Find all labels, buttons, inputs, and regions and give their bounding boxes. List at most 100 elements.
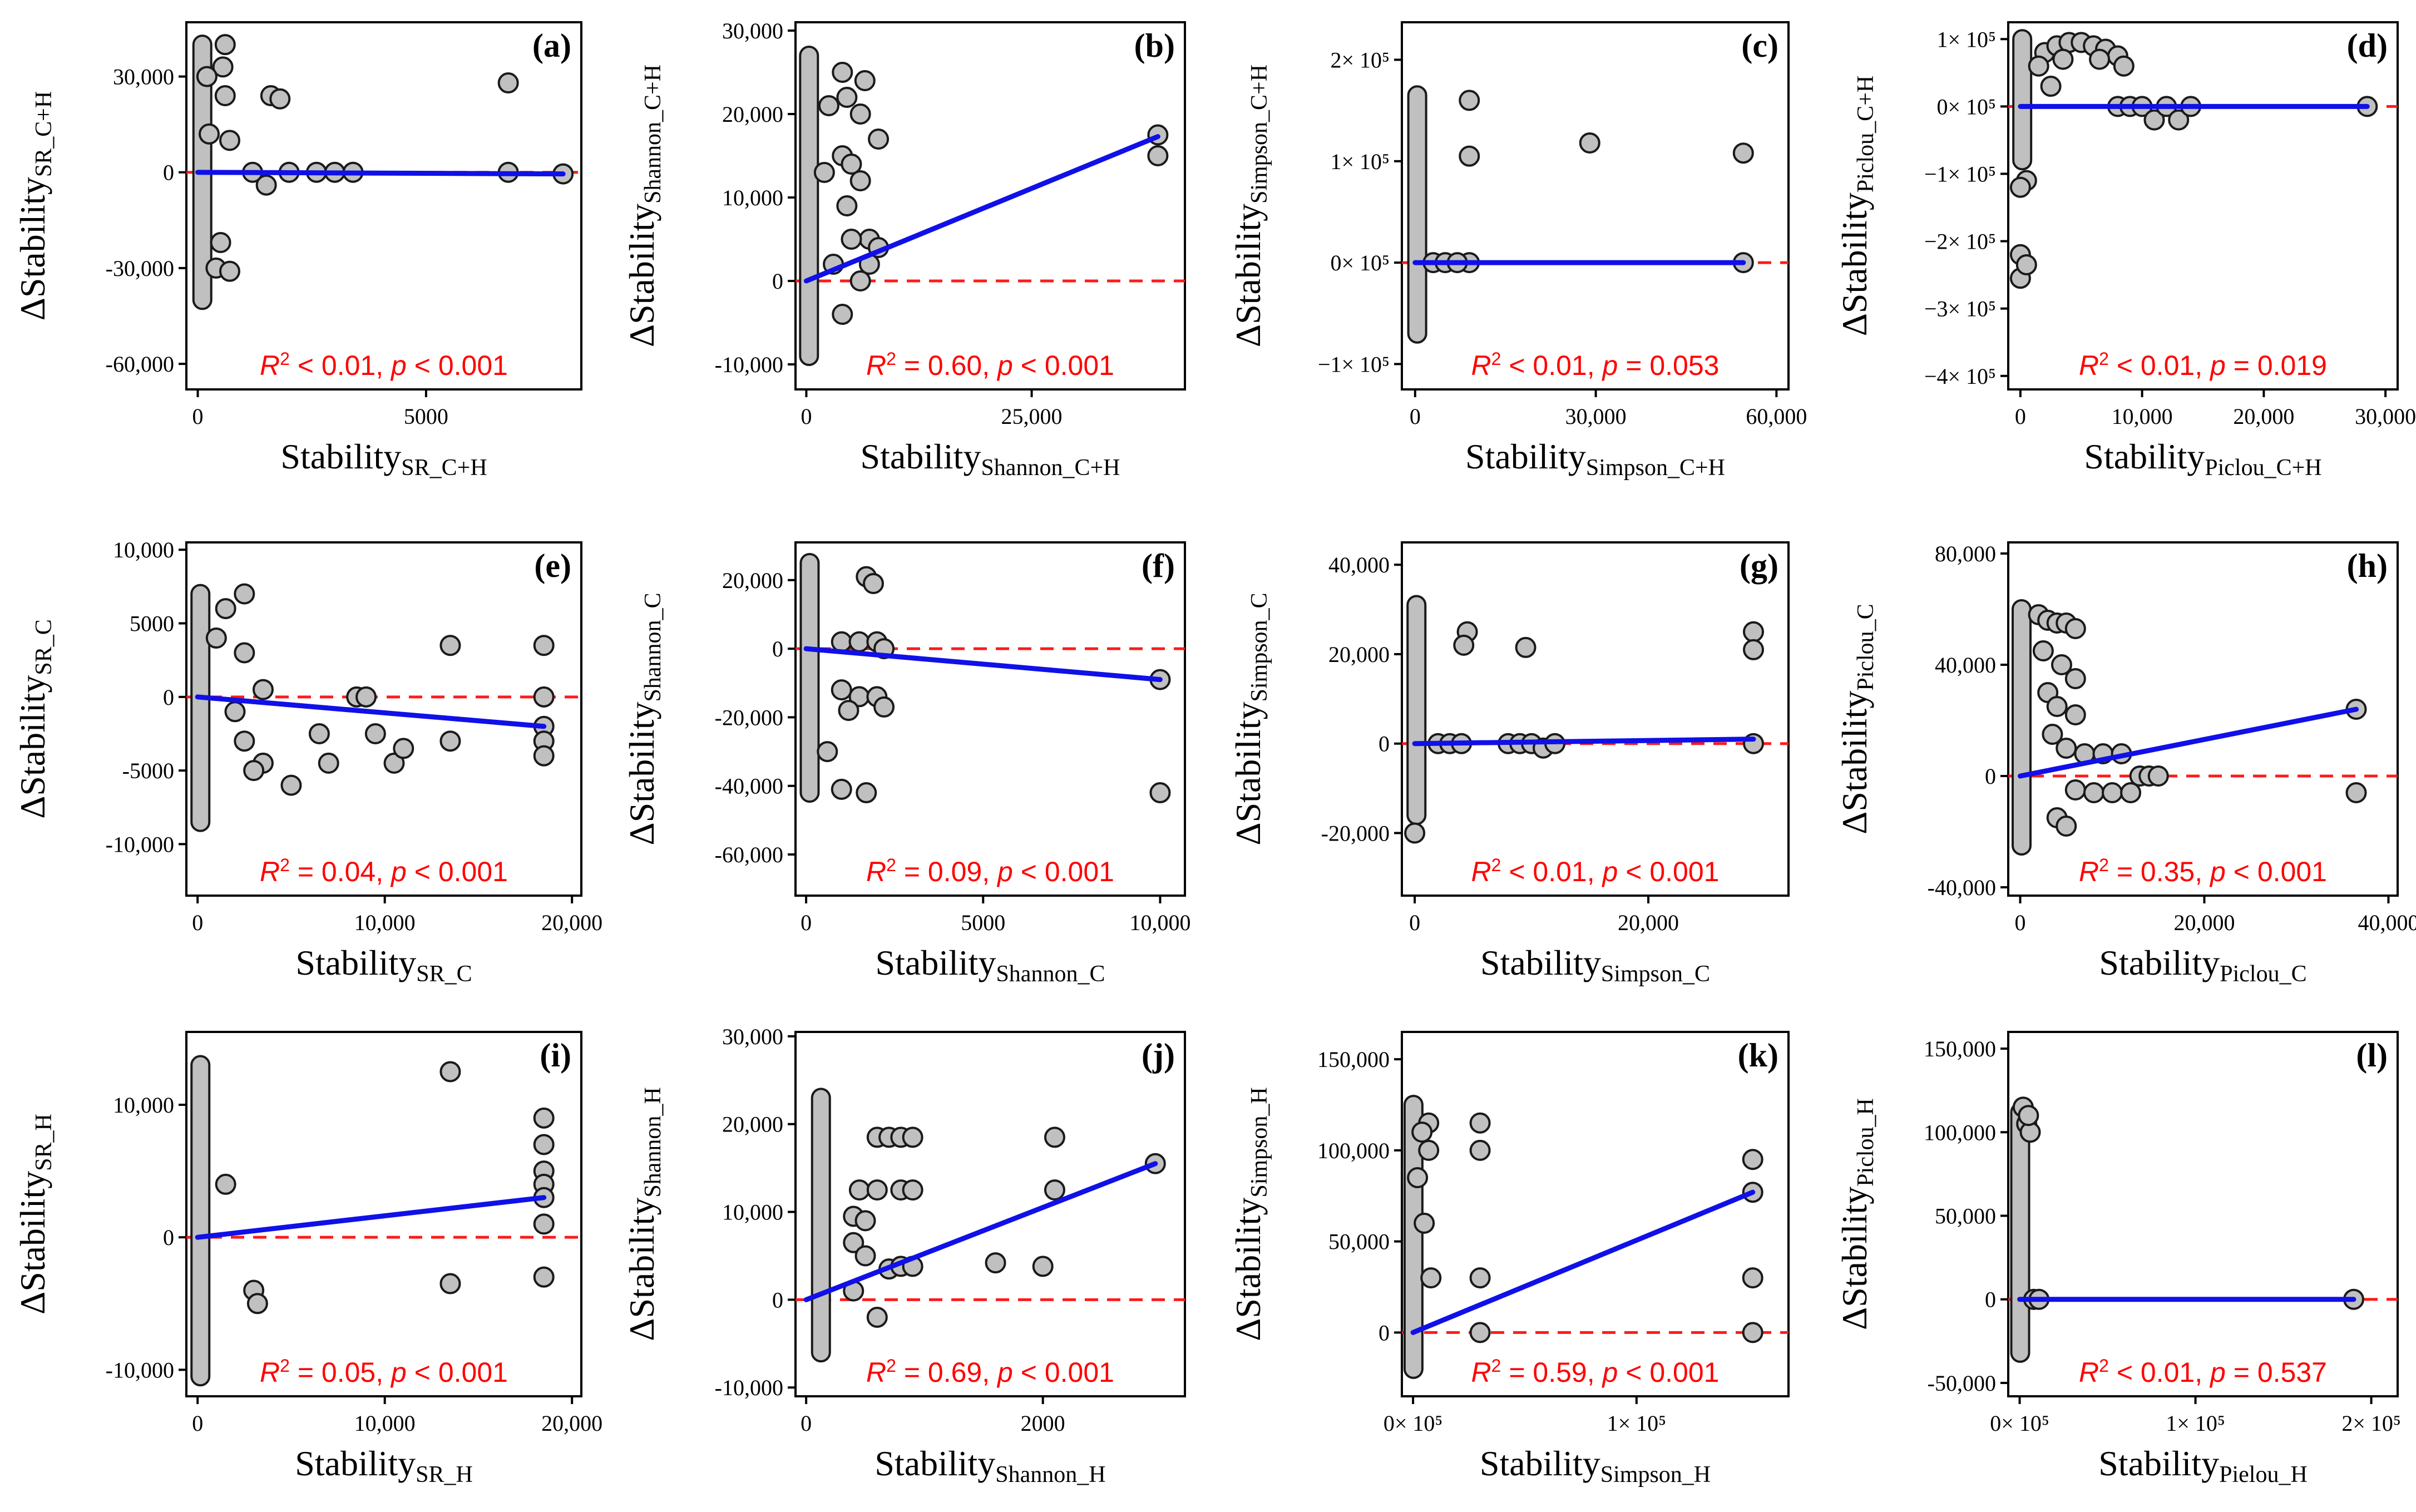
data-point <box>234 642 255 664</box>
x-axis-label: StabilityShannon_C+H <box>861 437 1120 481</box>
data-point <box>1453 634 1475 656</box>
r-symbol: R <box>1471 856 1491 887</box>
y-tick-label: 100,000 <box>1924 1120 1996 1145</box>
data-point <box>849 170 871 191</box>
r-squared-exponent: 2 <box>1491 1356 1501 1376</box>
r-symbol: R <box>260 350 280 381</box>
data-point <box>1411 1121 1433 1143</box>
data-point <box>2042 724 2063 745</box>
y-tick-label: 50,000 <box>1935 1204 1996 1229</box>
y-tick-label: 0 <box>772 1287 783 1312</box>
y-axis-label: ΔStabilitySimpson_H <box>1228 1087 1272 1341</box>
data-point <box>848 1179 870 1201</box>
y-tick-label: 10,000 <box>113 1093 174 1118</box>
p-value: < 0.001 <box>2226 856 2327 887</box>
data-point <box>383 752 405 774</box>
data-point <box>2101 782 2123 803</box>
data-point <box>2056 738 2077 759</box>
data-point <box>2168 109 2190 131</box>
r-squared-exponent: 2 <box>280 1356 290 1376</box>
r-symbol: R <box>1471 1357 1491 1388</box>
panel-k: 0× 10⁵ 1× 10⁵ 150,000 100,000 50,000 0 (k) R2 =… <box>1228 1031 1790 1488</box>
y-axis-label-main: ΔStability <box>622 204 661 347</box>
y-axis-label-main: ΔStability <box>13 1171 52 1315</box>
x-tick-label: 20,000 <box>2233 404 2294 429</box>
x-tick-label: 5000 <box>961 910 1005 935</box>
data-point <box>813 162 835 183</box>
r-symbol: R <box>260 1357 280 1388</box>
data-point <box>533 1107 555 1129</box>
point-cluster <box>1403 1095 1424 1379</box>
x-axis-label-main: Stability <box>874 1444 995 1483</box>
r-squared-value: < 0.01, <box>2109 1357 2210 1388</box>
data-point <box>1044 1179 1065 1201</box>
y-tick-label: 1× 10⁵ <box>1330 149 1390 174</box>
y-tick-label: 10,000 <box>113 537 174 562</box>
x-axis-label-main: Stability <box>1480 1444 1600 1483</box>
y-tick-label: 5000 <box>130 611 174 636</box>
y-axis-label-sub: Piclou_C <box>1853 604 1879 690</box>
y-tick-label: 20,000 <box>722 1112 783 1137</box>
data-point <box>1579 132 1600 154</box>
x-tick-label: 1× 10⁵ <box>1607 1411 1667 1436</box>
r-squared-exponent: 2 <box>886 855 896 875</box>
x-axis-label: StabilitySR_C+H <box>280 437 487 481</box>
x-tick-label: 5000 <box>404 404 448 429</box>
point-cluster <box>2012 29 2033 171</box>
x-axis-label-sub: Simpson_C+H <box>1586 455 1725 481</box>
x-axis-label-sub: Simpson_C <box>1601 961 1710 987</box>
stats-annotation: R2 = 0.35, p < 0.001 <box>2079 855 2327 887</box>
y-axis-label: ΔStabilitySimpson_C+H <box>1228 65 1272 347</box>
panel-label: (b) <box>1134 27 1175 64</box>
point-cluster <box>799 46 819 366</box>
x-axis-label-main: Stability <box>280 437 401 476</box>
x-axis-label: StabilityShannon_C <box>876 943 1105 987</box>
r-squared-exponent: 2 <box>2099 349 2109 369</box>
p-value: < 0.001 <box>1618 856 1719 887</box>
y-axis-label-sub: SR_C+H <box>31 91 57 177</box>
y-axis-label-main: ΔStability <box>1228 1198 1268 1341</box>
data-point <box>1743 621 1765 643</box>
y-axis-label-sub: SR_H <box>31 1114 57 1171</box>
y-tick-label: 0 <box>772 269 783 294</box>
p-value: < 0.001 <box>407 1357 508 1388</box>
data-point <box>2113 55 2135 77</box>
x-tick-label: 0 <box>1410 404 1421 429</box>
data-point <box>849 103 871 125</box>
p-symbol: p <box>996 350 1013 381</box>
data-point <box>2052 48 2074 70</box>
data-point <box>2032 640 2054 661</box>
data-point <box>1732 142 1754 164</box>
data-point <box>533 686 555 708</box>
plot-frame <box>1401 21 1790 391</box>
regression-line <box>2018 706 2359 779</box>
panel-label: (h) <box>2347 547 2388 584</box>
x-tick-label: 30,000 <box>2355 404 2416 429</box>
data-point <box>205 627 227 649</box>
p-symbol: p <box>1602 856 1618 887</box>
x-tick-label: 40,000 <box>2358 910 2416 935</box>
data-point <box>831 778 852 800</box>
x-axis-label: StabilitySR_H <box>295 1444 473 1488</box>
x-axis-label: StabilityPiclou_C+H <box>2084 437 2321 481</box>
data-point <box>1742 1149 1763 1170</box>
panel-c: 0 30,000 60,000 2× 10⁵ 1× 10⁵ 0× 10⁵ −1× 10⁵ (c… <box>1228 21 1807 481</box>
regression-line <box>195 1195 547 1240</box>
regression-line <box>195 170 566 177</box>
x-axis-label-sub: SR_C <box>416 961 472 987</box>
data-point <box>1032 1256 1054 1277</box>
r-squared-exponent: 2 <box>280 349 290 369</box>
data-point <box>849 270 871 291</box>
data-point <box>873 696 895 718</box>
data-point <box>866 1179 888 1201</box>
data-point <box>1469 1322 1491 1343</box>
data-point <box>533 1134 555 1155</box>
data-point <box>280 774 302 796</box>
x-tick-label: 0 <box>192 910 203 935</box>
r-symbol: R <box>2079 856 2099 887</box>
y-axis-label-sub: Simpson_C+H <box>1247 65 1272 204</box>
y-axis-label: ΔStabilityShannon_C <box>622 592 666 845</box>
p-symbol: p <box>1602 1357 1618 1388</box>
y-tick-label: -40,000 <box>715 774 783 799</box>
x-tick-label: 0 <box>192 404 204 429</box>
